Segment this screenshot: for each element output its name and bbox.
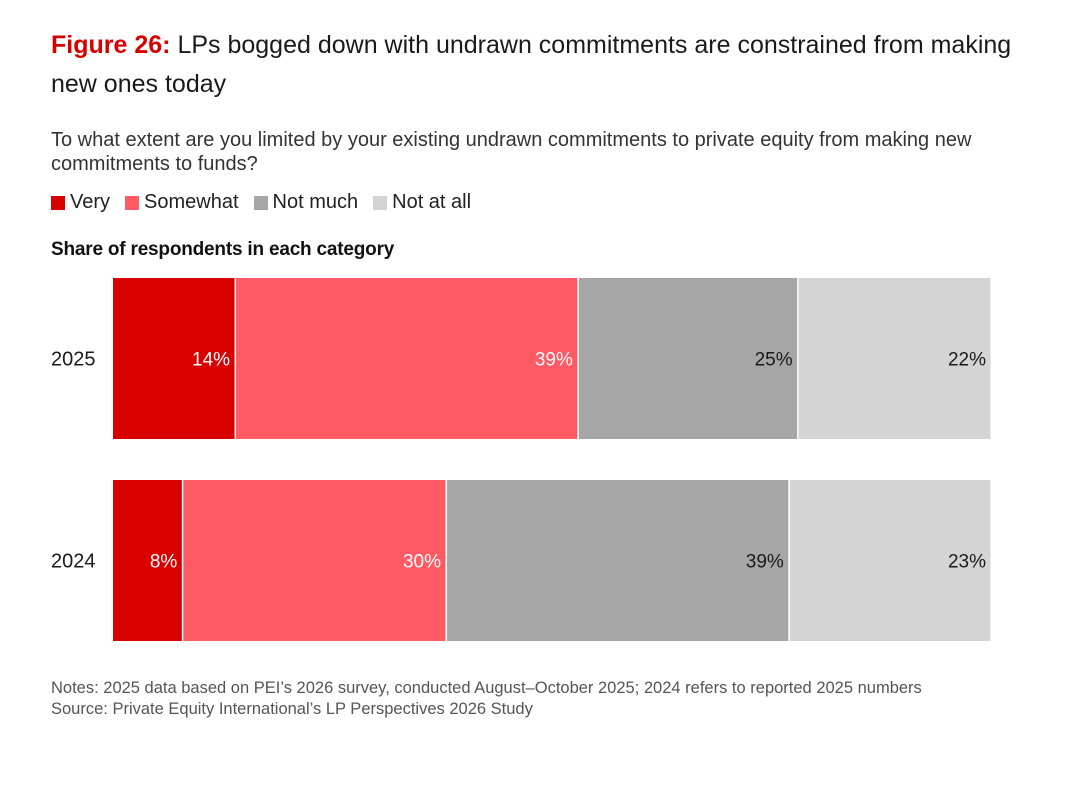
chart-footer: Notes: 2025 data based on PEI’s 2026 sur… xyxy=(51,678,951,720)
data-label-2024-not-much: 39% xyxy=(746,552,784,573)
data-label-2025-not-at-all: 22% xyxy=(948,350,986,371)
bar-2025-not-much xyxy=(578,278,798,439)
legend-label-somewhat: Somewhat xyxy=(144,191,239,213)
legend-item-somewhat: Somewhat xyxy=(125,191,239,214)
chart-subheading: Share of respondents in each category xyxy=(51,239,395,260)
bar-2025-somewhat xyxy=(236,278,578,439)
legend-swatch-somewhat xyxy=(125,195,140,210)
data-label-2025-very: 14% xyxy=(192,350,230,371)
legend-swatch-very xyxy=(51,195,65,210)
data-label-2024-very: 8% xyxy=(150,552,178,573)
stacked-bar-chart: 2025 14% 39% 25% 22% 2024 8% 30% 39% 23% xyxy=(51,278,991,641)
title-text: LPs bogged down with undrawn commitments… xyxy=(51,31,1012,98)
data-label-2024-somewhat: 30% xyxy=(403,552,441,573)
data-label-2025-somewhat: 39% xyxy=(535,350,573,371)
legend-label-not-much: Not much xyxy=(272,191,359,213)
legend-item-not-much: Not much xyxy=(253,191,359,214)
figure-label: Figure 26: xyxy=(51,31,171,59)
legend-label-not-at-all: Not at all xyxy=(392,191,472,213)
bar-2024-not-much xyxy=(447,480,789,641)
legend-swatch-not-at-all xyxy=(373,195,388,210)
bar-2025-not-at-all xyxy=(798,278,991,439)
category-label-2024: 2024 xyxy=(51,551,96,573)
survey-question: To what extent are you limited by your e… xyxy=(51,129,972,175)
source-text: Source: Private Equity International’s L… xyxy=(51,700,533,718)
legend-item-not-at-all: Not at all xyxy=(373,191,471,214)
category-label-2025: 2025 xyxy=(51,349,96,371)
legend-swatch-not-much xyxy=(253,195,268,210)
data-label-2025-not-much: 25% xyxy=(755,350,793,371)
data-label-2024-not-at-all: 23% xyxy=(948,552,986,573)
legend-label-very: Very xyxy=(70,191,111,213)
legend: Very Somewhat Not much Not at all xyxy=(51,191,486,214)
bar-2025-very xyxy=(113,278,235,439)
bar-2024-not-at-all xyxy=(789,480,991,641)
bar-2024-somewhat xyxy=(183,480,446,641)
notes-text: Notes: 2025 data based on PEI’s 2026 sur… xyxy=(51,679,922,697)
legend-item-very: Very xyxy=(51,191,110,214)
bar-2024-very xyxy=(113,480,182,641)
chart-title: Figure 26: LPs bogged down with undrawn … xyxy=(51,26,1031,104)
